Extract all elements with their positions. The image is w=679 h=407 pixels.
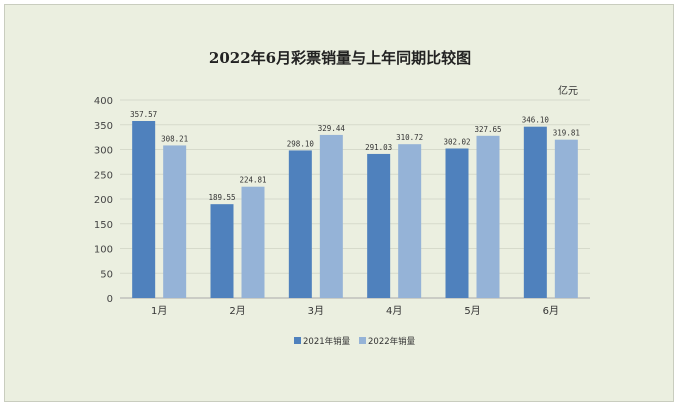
chart-title: 2022年6月彩票销量与上年同期比较图 xyxy=(209,49,471,67)
x-tick-label: 5月 xyxy=(464,305,480,317)
data-label: 310.72 xyxy=(396,133,423,142)
y-tick-label: 150 xyxy=(94,220,113,231)
x-tick-label: 2月 xyxy=(229,305,245,317)
data-label: 308.21 xyxy=(161,134,188,143)
data-label: 291.03 xyxy=(365,143,392,152)
legend-swatch xyxy=(294,337,301,344)
data-label: 357.57 xyxy=(130,110,157,119)
x-tick-label: 1月 xyxy=(151,305,167,317)
bar xyxy=(445,148,469,298)
y-tick-label: 400 xyxy=(94,96,113,107)
y-tick-label: 0 xyxy=(107,294,113,305)
data-label: 298.10 xyxy=(287,139,315,148)
legend-label: 2022年销量 xyxy=(368,336,416,347)
data-label: 224.81 xyxy=(239,176,266,185)
bar xyxy=(241,186,265,298)
bar xyxy=(132,121,156,298)
x-tick-label: 6月 xyxy=(543,305,559,317)
data-label: 302.02 xyxy=(443,138,470,147)
data-label: 327.65 xyxy=(474,125,501,134)
bar xyxy=(367,153,391,298)
data-label: 329.44 xyxy=(318,124,346,133)
bar xyxy=(210,204,234,298)
bar xyxy=(319,134,343,298)
unit-label: 亿元 xyxy=(558,84,578,97)
legend-label: 2021年销量 xyxy=(303,336,351,347)
legend-swatch xyxy=(359,337,366,344)
bar xyxy=(554,139,578,298)
y-tick-label: 300 xyxy=(94,146,113,157)
x-tick-label: 4月 xyxy=(386,305,402,317)
bar xyxy=(476,135,500,298)
x-tick-label: 3月 xyxy=(308,305,324,317)
y-tick-label: 200 xyxy=(94,195,113,206)
data-label: 189.55 xyxy=(208,193,235,202)
bar xyxy=(288,150,312,298)
data-label: 346.10 xyxy=(522,116,550,125)
bar xyxy=(523,126,547,298)
bar xyxy=(163,145,187,298)
y-tick-label: 350 xyxy=(94,121,113,132)
y-tick-label: 250 xyxy=(94,170,113,181)
y-tick-label: 100 xyxy=(94,245,113,256)
data-label: 319.81 xyxy=(553,129,580,138)
y-tick-label: 50 xyxy=(100,269,113,280)
bar xyxy=(398,144,422,298)
